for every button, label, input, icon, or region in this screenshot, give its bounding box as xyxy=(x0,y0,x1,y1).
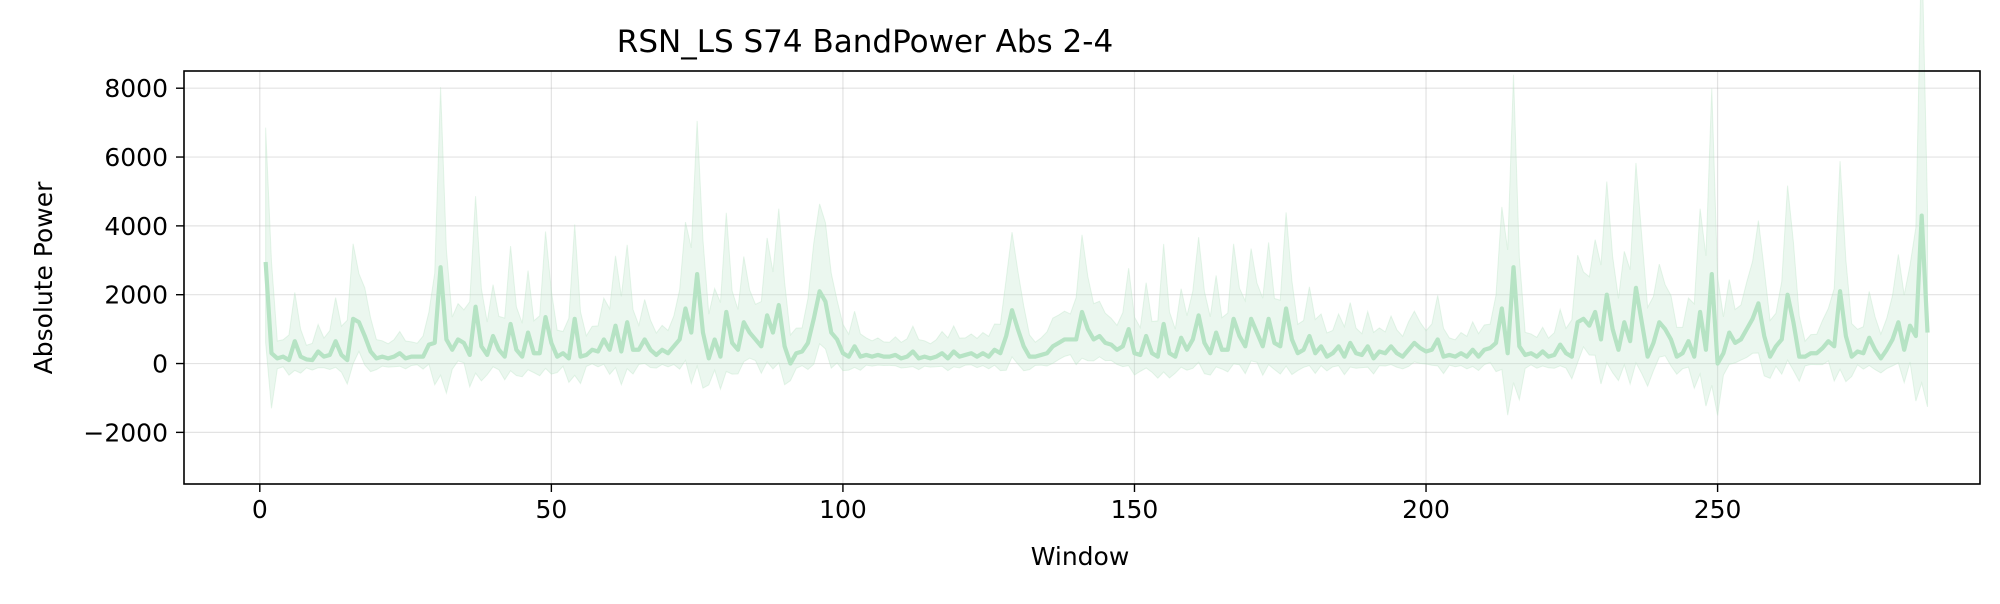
y-axis-label: Absolute Power xyxy=(29,181,58,375)
y-tick-label: −2000 xyxy=(83,418,168,447)
x-axis-label: Window xyxy=(1031,542,1130,571)
x-tick-label: 250 xyxy=(1694,495,1742,524)
y-tick-label: 4000 xyxy=(104,212,168,241)
y-tick-label: 0 xyxy=(152,350,168,379)
data-layer xyxy=(263,0,1930,416)
x-tick-label: 50 xyxy=(535,495,567,524)
y-tick-label: 8000 xyxy=(104,74,168,103)
y-tick-label: 2000 xyxy=(104,281,168,310)
x-tick-label: 200 xyxy=(1402,495,1450,524)
x-tick-label: 0 xyxy=(252,495,268,524)
mean-series-line xyxy=(263,213,1930,366)
grid-lines xyxy=(184,71,1980,484)
y-tick-label: 6000 xyxy=(104,143,168,172)
x-tick-label: 100 xyxy=(819,495,867,524)
chart-title: RSN_LS S74 BandPower Abs 2-4 xyxy=(617,24,1113,60)
axes: 0 50 100 150 200 250 −2000 0 2000 4000 6000 8000 xyxy=(83,70,1981,524)
plot-frame xyxy=(183,70,1981,485)
x-tick-label: 150 xyxy=(1111,495,1159,524)
